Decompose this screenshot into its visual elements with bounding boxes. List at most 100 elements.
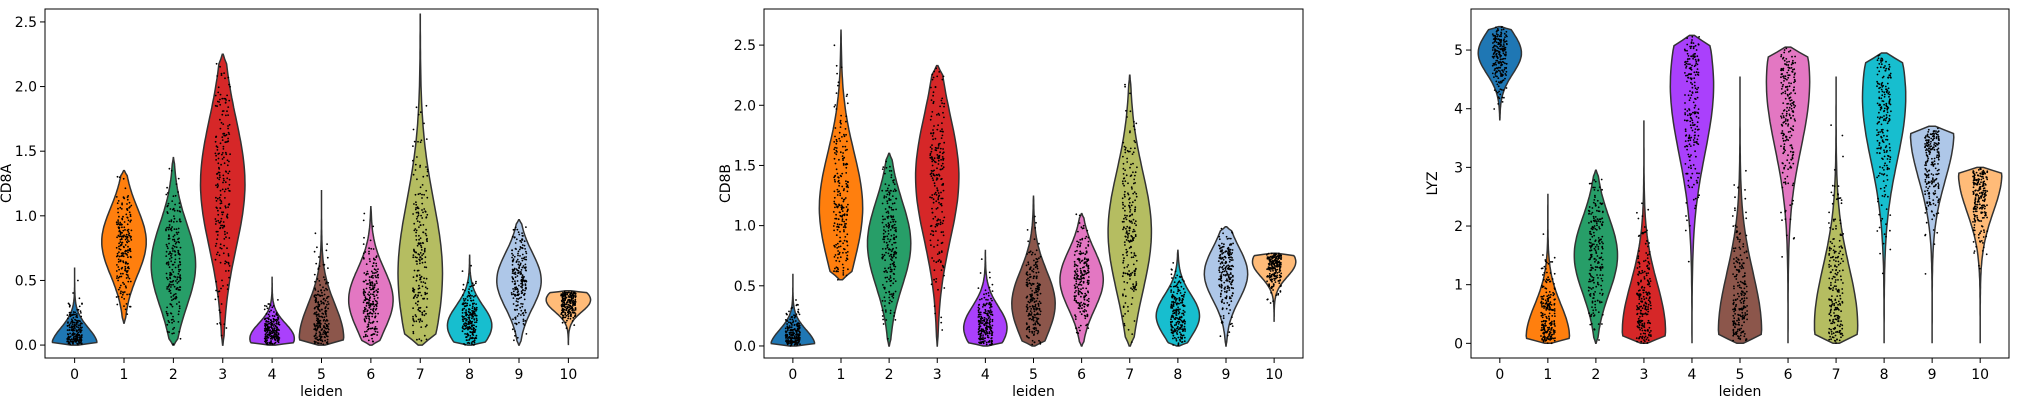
data-point: [470, 342, 473, 344]
data-point: [274, 324, 277, 327]
data-point: [939, 130, 942, 133]
data-point: [168, 288, 171, 291]
data-point: [797, 310, 799, 313]
data-point: [1127, 235, 1129, 237]
data-point: [413, 269, 416, 272]
data-point: [1129, 175, 1132, 178]
data-point: [933, 278, 935, 281]
data-point: [1269, 302, 1272, 304]
data-point: [365, 263, 368, 265]
data-point: [881, 202, 884, 205]
data-point: [461, 270, 464, 272]
data-point: [168, 226, 171, 229]
data-point: [1275, 294, 1278, 296]
data-point: [514, 276, 517, 279]
data-point: [1084, 253, 1087, 256]
data-point: [219, 127, 222, 130]
data-point: [571, 309, 573, 312]
data-point: [170, 169, 173, 172]
data-point: [841, 136, 843, 138]
data-point: [126, 293, 128, 296]
data-point: [471, 324, 473, 327]
data-point: [936, 253, 939, 256]
data-point: [1182, 309, 1185, 312]
data-point: [516, 275, 519, 277]
data-point: [124, 187, 127, 190]
data-point: [319, 337, 322, 340]
data-point: [1026, 279, 1028, 281]
data-point: [796, 344, 798, 346]
violin-cd8b-7: [1107, 74, 1153, 347]
data-point: [167, 228, 170, 231]
data-point: [1081, 304, 1084, 306]
data-point: [1078, 290, 1081, 293]
data-point: [794, 339, 797, 342]
data-point: [786, 320, 789, 322]
data-point: [1078, 258, 1081, 261]
data-point: [462, 288, 464, 291]
data-point: [168, 290, 171, 293]
data-point: [1278, 261, 1281, 264]
data-point: [317, 290, 320, 293]
data-point: [887, 215, 890, 218]
data-point: [881, 315, 884, 317]
data-point: [315, 305, 318, 308]
data-point: [514, 271, 517, 274]
data-point: [942, 166, 945, 169]
data-point: [276, 326, 279, 329]
data-point: [1038, 257, 1040, 260]
data-point: [847, 208, 849, 211]
data-point: [1499, 72, 1502, 74]
data-point: [317, 305, 320, 308]
data-point: [124, 229, 126, 231]
data-point: [1180, 326, 1183, 328]
data-point: [315, 324, 318, 327]
data-point: [76, 335, 78, 338]
data-point: [795, 299, 797, 301]
data-point: [1077, 332, 1080, 335]
data-point: [219, 142, 222, 145]
data-point: [1085, 258, 1088, 261]
data-point: [837, 179, 840, 182]
data-point: [124, 267, 127, 270]
data-point: [218, 221, 221, 224]
data-point: [376, 290, 379, 293]
data-point: [1126, 273, 1129, 276]
data-point: [1219, 335, 1222, 338]
data-point: [69, 322, 72, 324]
data-point: [115, 270, 118, 272]
data-point: [885, 241, 888, 244]
data-point: [327, 307, 329, 310]
data-point: [468, 339, 470, 341]
data-point: [834, 127, 837, 129]
data-point: [71, 329, 73, 331]
data-point: [1080, 288, 1082, 290]
data-point: [366, 335, 369, 337]
data-point: [1030, 300, 1032, 303]
data-point: [846, 213, 848, 216]
data-point: [422, 211, 424, 214]
data-point: [888, 291, 891, 293]
data-point: [1033, 333, 1035, 336]
data-point: [1229, 309, 1231, 311]
data-point: [929, 152, 932, 155]
data-point: [68, 303, 71, 306]
data-point: [173, 261, 176, 264]
data-point: [470, 299, 472, 302]
data-point: [884, 183, 887, 186]
y-tick-label: 1.5: [734, 158, 756, 174]
data-point: [1135, 122, 1138, 125]
data-point: [319, 326, 322, 329]
data-point: [229, 85, 232, 88]
data-point: [1029, 273, 1031, 276]
data-point: [940, 269, 943, 271]
data-point: [71, 340, 74, 342]
data-point: [179, 276, 182, 278]
data-point: [167, 253, 170, 256]
data-point: [560, 313, 563, 315]
data-point: [982, 334, 984, 336]
data-point: [178, 260, 181, 263]
data-point: [1136, 166, 1138, 169]
data-point: [1035, 276, 1038, 279]
data-point: [798, 327, 801, 330]
